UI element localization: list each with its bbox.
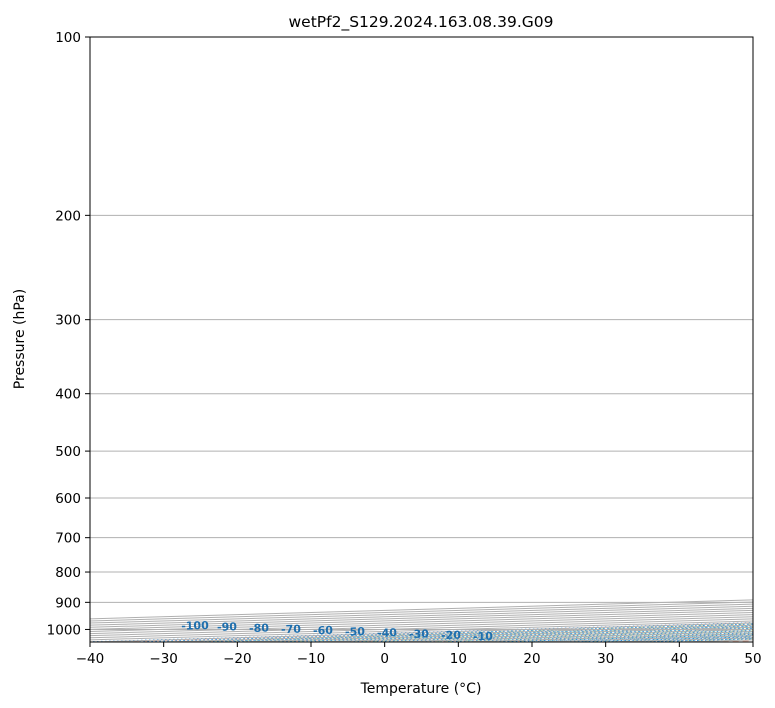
pressure-gridlines (90, 37, 753, 630)
isotherm-label: -30 (409, 627, 430, 641)
y-tick-label: 400 (55, 387, 81, 403)
y-tick-label: 900 (55, 595, 81, 611)
chart-title: wetPf2_S129.2024.163.08.39.G09 (289, 13, 554, 32)
y-tick-label: 700 (55, 531, 81, 547)
x-axis: −40 −30 −20 −10 0 10 20 30 40 50 (76, 642, 762, 667)
x-axis-title: Temperature (°C) (360, 681, 482, 697)
x-tick-label: −20 (223, 651, 252, 667)
isotherm-label: -50 (345, 625, 366, 639)
y-tick-label: 1000 (47, 622, 81, 638)
x-tick-label: 10 (450, 651, 467, 667)
y-tick-label: 300 (55, 313, 81, 329)
x-tick-label: −30 (149, 651, 178, 667)
plot-frame (89, 36, 754, 643)
isotherm-label: -10 (473, 630, 494, 644)
x-tick-label: −10 (297, 651, 326, 667)
y-axis: 1000 900 800 700 600 500 400 300 200 100 (47, 30, 90, 638)
y-tick-label: 800 (55, 565, 81, 581)
isotherm-label: -70 (281, 623, 302, 637)
x-tick-label: 20 (523, 651, 540, 667)
x-tick-label: −40 (76, 651, 105, 667)
x-tick-label: 50 (744, 651, 761, 667)
y-tick-label: 100 (55, 30, 81, 46)
isotherm-label: -90 (217, 620, 238, 634)
isotherm-label: -60 (313, 624, 334, 638)
y-axis-title: Pressure (hPa) (12, 289, 28, 389)
plot-background (90, 37, 753, 642)
x-tick-label: 30 (597, 651, 614, 667)
isotherm-label: -40 (377, 626, 398, 640)
x-tick-label: 40 (671, 651, 688, 667)
y-tick-label: 500 (55, 444, 81, 460)
x-tick-label: 0 (380, 651, 389, 667)
y-tick-label: 200 (55, 208, 81, 224)
isotherm-label: -100 (181, 619, 209, 633)
isotherm-label: -20 (441, 629, 462, 643)
isotherm-label: -80 (249, 622, 270, 636)
y-tick-label: 600 (55, 491, 81, 507)
